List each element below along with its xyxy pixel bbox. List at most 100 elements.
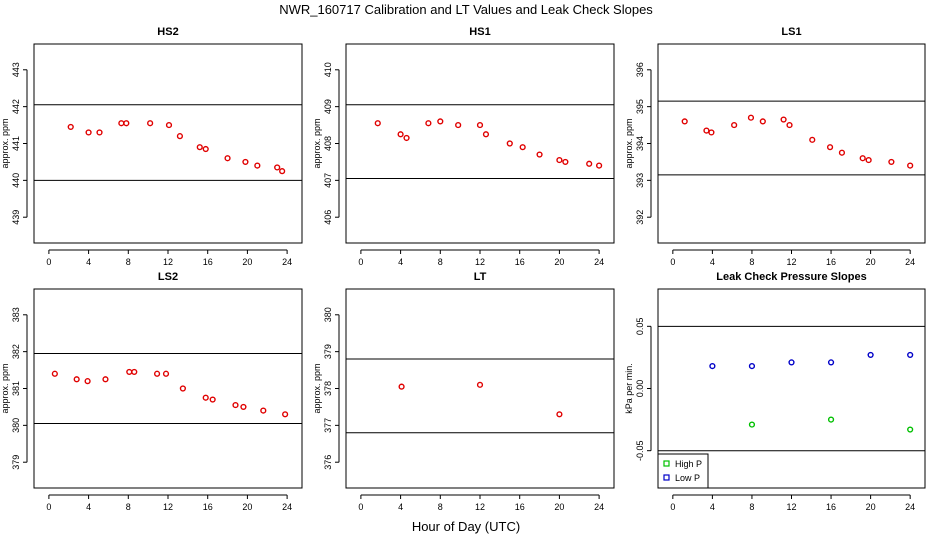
- y-axis-label: approx. ppm: [312, 118, 322, 168]
- x-tick-label: 4: [710, 502, 715, 512]
- data-point: [780, 116, 787, 123]
- x-tick-label: 20: [242, 257, 252, 267]
- legend-label: High P: [675, 459, 702, 469]
- data-point: [274, 164, 281, 171]
- y-tick-label: 380: [11, 418, 21, 433]
- x-tick-label: 24: [594, 502, 604, 512]
- panel-title: HS1: [469, 26, 490, 38]
- data-point: [536, 151, 543, 158]
- data-point: [196, 144, 203, 151]
- data-point: [826, 144, 834, 151]
- x-tick-label: 16: [203, 257, 213, 267]
- x-tick-label: 16: [826, 502, 836, 512]
- x-tick-label: 16: [826, 257, 836, 267]
- data-point: [131, 368, 138, 376]
- data-point: [556, 411, 563, 418]
- data-point: [403, 134, 410, 142]
- data-point: [84, 378, 91, 385]
- panel-title: LS2: [158, 271, 178, 283]
- x-axis: 0 4 8 12 16 20 24: [358, 249, 604, 267]
- x-tick-label: 8: [126, 502, 131, 512]
- x-tick-label: 20: [866, 502, 876, 512]
- x-axis: 0 4 8 12 16 20 24: [46, 249, 292, 267]
- y-tick-label: -0.05: [635, 440, 645, 461]
- y-tick-label: 396: [635, 62, 645, 77]
- data-point: [786, 121, 793, 129]
- x-tick-label: 0: [46, 257, 51, 267]
- data-point: [179, 385, 186, 392]
- y-tick-label: 443: [11, 62, 21, 77]
- panel-2: LS1 0 4 8 12 16 20 24 392 393 394 395 396 approx. ppm: [624, 26, 926, 267]
- x-axis: 0 4 8 12 16 20 24: [670, 494, 915, 512]
- data-point: [455, 121, 462, 129]
- legend-marker: [663, 474, 670, 481]
- legend-box: [657, 453, 709, 489]
- x-tick-label: 24: [905, 502, 915, 512]
- series-0: [398, 381, 563, 418]
- data-point: [147, 120, 154, 127]
- y-tick-label: 381: [11, 381, 21, 396]
- x-tick-label: 8: [749, 502, 754, 512]
- data-point: [907, 426, 914, 433]
- y-axis: 376 377 378 379 380: [323, 307, 340, 470]
- data-point: [73, 376, 80, 383]
- x-tick-label: 12: [163, 502, 173, 512]
- x-tick-label: 8: [749, 257, 754, 267]
- data-point: [85, 129, 92, 136]
- panel-title: LT: [474, 271, 487, 283]
- y-axis: 439 440 441 442 443: [11, 62, 28, 225]
- panel-0: HS2 0 4 8 12 16 20 24 439 440 441 442 443 approx. ppm: [0, 26, 303, 267]
- x-axis-label: Hour of Day (UTC): [412, 519, 520, 534]
- data-point: [476, 381, 484, 388]
- data-point: [202, 394, 209, 401]
- y-tick-label: 395: [635, 99, 645, 114]
- x-axis: 0 4 8 12 16 20 24: [358, 494, 604, 512]
- data-point: [907, 351, 914, 359]
- data-point: [748, 421, 756, 428]
- series-0: [67, 120, 286, 175]
- y-axis: -0.05 0.00 0.05: [635, 318, 652, 461]
- x-tick-label: 4: [710, 257, 715, 267]
- data-point: [586, 160, 593, 167]
- y-axis: 379 380 381 382 383: [11, 307, 28, 470]
- data-point: [425, 120, 432, 127]
- plot-frame: [345, 288, 615, 489]
- data-point: [476, 121, 484, 129]
- y-tick-label: 0.05: [635, 318, 645, 336]
- data-point: [260, 407, 267, 414]
- y-tick-label: 378: [323, 381, 333, 396]
- data-point: [242, 158, 249, 166]
- x-axis: 0 4 8 12 16 20 24: [670, 249, 915, 267]
- x-tick-label: 24: [282, 257, 292, 267]
- data-point: [596, 162, 603, 169]
- y-tick-label: 376: [323, 455, 333, 470]
- y-tick-label: 383: [11, 307, 21, 322]
- data-point: [708, 129, 715, 136]
- data-point: [96, 129, 103, 136]
- data-point: [224, 155, 231, 162]
- y-tick-label: 441: [11, 136, 21, 151]
- x-tick-label: 24: [905, 257, 915, 267]
- legend: High P Low P: [657, 453, 709, 489]
- data-point: [240, 403, 247, 411]
- x-tick-label: 16: [203, 502, 213, 512]
- data-point: [51, 370, 58, 377]
- data-point: [809, 136, 816, 143]
- data-point: [123, 120, 130, 127]
- y-tick-label: 377: [323, 418, 333, 433]
- data-point: [859, 155, 866, 162]
- series-0: [374, 118, 603, 169]
- data-point: [888, 158, 895, 166]
- data-point: [153, 370, 161, 377]
- data-point: [748, 363, 756, 370]
- figure-title: NWR_160717 Calibration and LT Values and…: [279, 2, 653, 17]
- data-point: [232, 401, 239, 409]
- plot-frame: [657, 43, 926, 244]
- data-point: [282, 411, 289, 418]
- data-point: [759, 118, 766, 125]
- x-tick-label: 12: [475, 502, 485, 512]
- legend-label: Low P: [675, 473, 700, 483]
- data-point: [506, 140, 513, 147]
- data-point: [731, 121, 738, 129]
